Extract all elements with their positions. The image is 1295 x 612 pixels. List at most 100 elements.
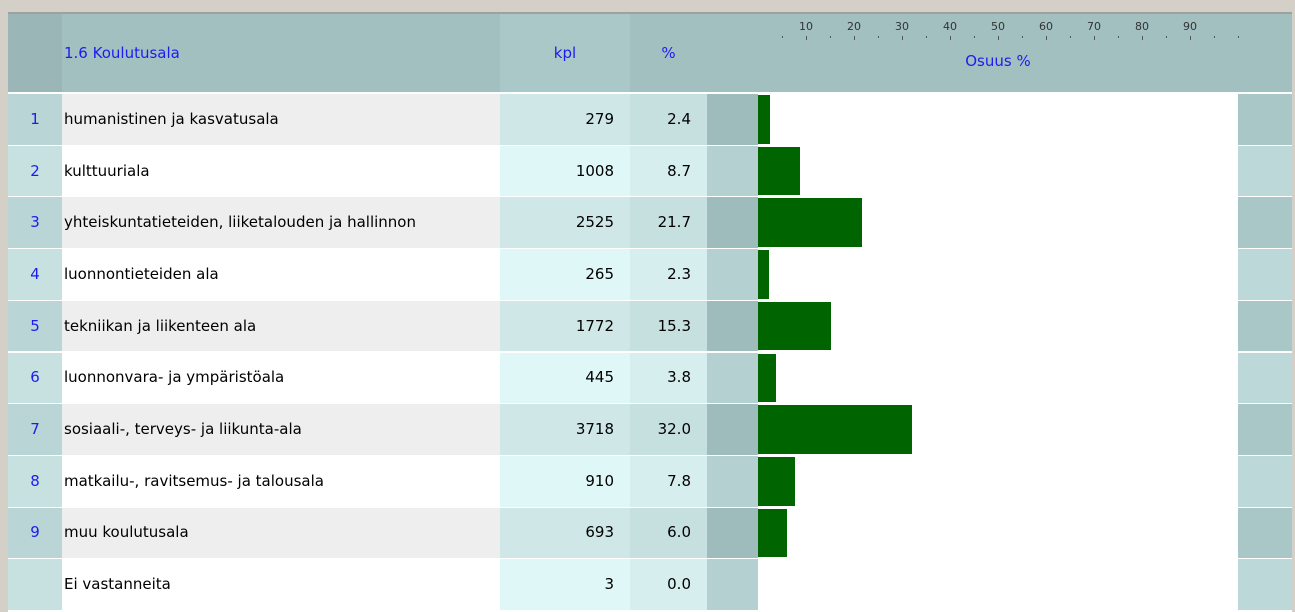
- bar-cell: [758, 249, 1238, 300]
- spacer-cell: [707, 94, 758, 145]
- row-number: 9: [30, 523, 40, 542]
- kpl-cell: [500, 507, 630, 559]
- end-cell: [1238, 94, 1292, 145]
- spacer-cell: [707, 352, 758, 404]
- row-kpl: 3: [604, 575, 614, 594]
- bar: [758, 95, 770, 144]
- row-pct: 32.0: [657, 420, 691, 439]
- report-table: 1.6 Koulutusala kpl% Osuus % 10 20 30 40 50 60 70…: [8, 12, 1292, 612]
- row-pct: 3.8: [667, 368, 691, 387]
- row-kpl: 265: [585, 264, 614, 283]
- scale-tick: [902, 36, 903, 40]
- row-kpl: 3718: [575, 420, 614, 439]
- row-number: 8: [30, 471, 40, 490]
- num-cell: [8, 404, 62, 455]
- header-title: 1.6 Koulutusala: [64, 43, 180, 62]
- bar-cell: [758, 455, 1238, 507]
- bar: [758, 301, 832, 351]
- row-label: sosiaali-, terveys- ja liikunta-ala: [64, 420, 302, 439]
- row-kpl: 445: [585, 368, 614, 387]
- scale-tick-label: 20: [847, 20, 861, 33]
- scale-tick-label: 60: [1039, 20, 1053, 33]
- pct-cell: [630, 249, 707, 300]
- header-pct: %: [661, 43, 676, 62]
- spacer-cell: [707, 197, 758, 249]
- spacer-cell: [707, 559, 758, 610]
- header-kpl-col: [500, 14, 630, 92]
- row-pct: 0.0: [667, 575, 691, 594]
- scale-tick: [1190, 36, 1191, 40]
- row-number: 2: [30, 161, 40, 180]
- scale-tick: [806, 36, 807, 40]
- row-kpl: 2525: [575, 213, 614, 232]
- spacer-cell: [707, 507, 758, 559]
- pct-cell: [630, 145, 707, 197]
- kpl-cell: [500, 559, 630, 610]
- label-cell: [62, 404, 500, 455]
- bar: [758, 508, 787, 558]
- scale-minor-tick: [974, 36, 975, 38]
- bar: [758, 146, 800, 196]
- row-pct: 15.3: [657, 316, 691, 335]
- label-cell: [62, 197, 500, 249]
- bar-cell: [758, 94, 1238, 145]
- row-label: yhteiskuntatieteiden, liiketalouden ja h…: [64, 213, 416, 232]
- num-cell: [8, 145, 62, 197]
- scale-minor-tick: [1118, 36, 1119, 38]
- scale-minor-tick: [830, 36, 831, 38]
- end-cell: [1238, 352, 1292, 404]
- end-cell: [1238, 145, 1292, 197]
- bar-cell: [758, 507, 1238, 559]
- scale-minor-tick: [1238, 36, 1239, 38]
- bar: [758, 198, 863, 248]
- scale-tick: [1142, 36, 1143, 40]
- pct-cell: [630, 197, 707, 249]
- scale-tick: [950, 36, 951, 40]
- scale-minor-tick: [1022, 36, 1023, 38]
- row-label: kulttuuriala: [64, 161, 150, 180]
- end-cell: [1238, 507, 1292, 559]
- scale-tick-label: 30: [895, 20, 909, 33]
- scale-minor-tick: [782, 36, 783, 38]
- bar-cell: [758, 145, 1238, 197]
- row-number: 1: [30, 109, 40, 128]
- header-bg: [8, 14, 1292, 92]
- row-number: 4: [30, 264, 40, 283]
- row-pct: 21.7: [657, 213, 691, 232]
- end-cell: [1238, 197, 1292, 249]
- row-label: matkailu-, ravitsemus- ja talousala: [64, 471, 324, 490]
- row-pct: 6.0: [667, 523, 691, 542]
- scale-tick-label: 10: [799, 20, 813, 33]
- bar: [758, 405, 912, 454]
- scale-tick-label: 80: [1135, 20, 1149, 33]
- pct-cell: [630, 559, 707, 610]
- scale-minor-tick: [1214, 36, 1215, 38]
- label-cell: [62, 94, 500, 145]
- end-cell: [1238, 404, 1292, 455]
- kpl-cell: [500, 94, 630, 145]
- end-cell: [1238, 249, 1292, 300]
- pct-cell: [630, 507, 707, 559]
- row-kpl: 910: [585, 471, 614, 490]
- num-cell: [8, 455, 62, 507]
- header-num-col: [8, 14, 62, 92]
- num-cell: [8, 94, 62, 145]
- kpl-cell: [500, 455, 630, 507]
- scale-tick: [1094, 36, 1095, 40]
- row-pct: 7.8: [667, 471, 691, 490]
- scale-tick: [1046, 36, 1047, 40]
- bar-cell: [758, 352, 1238, 404]
- row-label: tekniikan ja liikenteen ala: [64, 316, 257, 335]
- row-kpl: 1008: [575, 161, 614, 180]
- pct-cell: [630, 94, 707, 145]
- num-cell: [8, 352, 62, 404]
- spacer-cell: [707, 455, 758, 507]
- spacer-cell: [707, 145, 758, 197]
- bar-cell: [758, 559, 1238, 610]
- pct-cell: [630, 300, 707, 352]
- header-kpl: kpl: [553, 43, 577, 62]
- scale-tick-label: 50: [991, 20, 1005, 33]
- row-label: luonnontieteiden ala: [64, 264, 219, 283]
- scale-tick: [998, 36, 999, 40]
